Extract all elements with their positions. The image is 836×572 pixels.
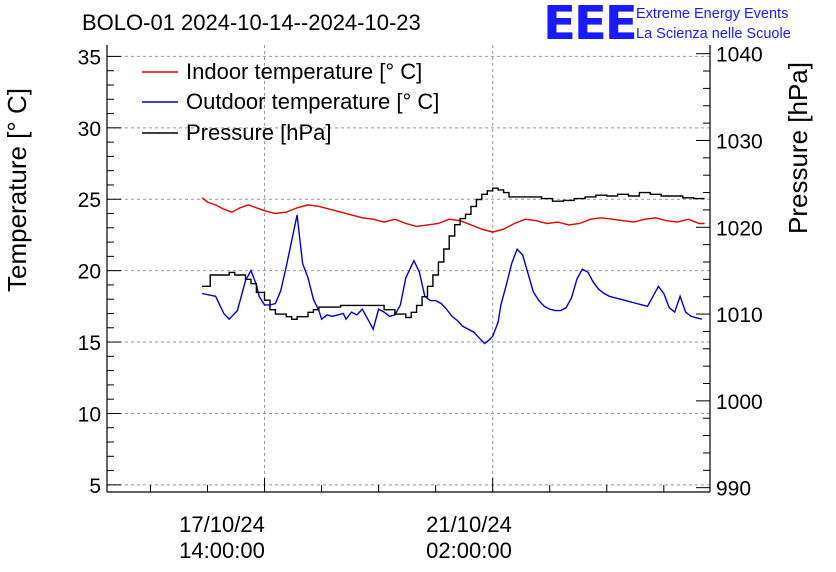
y-tick-label-left: 10 xyxy=(78,403,101,426)
x-tick-label-1-date: 17/10/24 xyxy=(179,512,265,537)
y-tick-label-right: 1040 xyxy=(716,44,763,67)
series-line-pressure xyxy=(202,187,705,320)
y-tick-label-right: 1010 xyxy=(716,304,763,327)
series-lines xyxy=(201,187,705,345)
y-tick-label-left: 30 xyxy=(78,118,101,141)
y-tick-label-left: 20 xyxy=(78,261,101,284)
tick-marks xyxy=(107,53,710,492)
y-tick-label-right: 1020 xyxy=(716,217,763,240)
eee-logo: EEE xyxy=(543,0,638,50)
series-line-outdoor xyxy=(201,214,703,345)
logo-line-extreme-energy-events: Extreme Energy Events xyxy=(636,6,789,22)
legend-swatches xyxy=(142,71,178,134)
y-axis-label-left: Temperature [° C] xyxy=(2,87,32,292)
legend-label-pressure: Pressure [hPa] xyxy=(186,120,332,145)
y-tick-label-right: 1000 xyxy=(716,391,763,414)
x-tick-label-2-time: 02:00:00 xyxy=(426,538,512,563)
series-line-indoor xyxy=(201,197,705,233)
y-tick-label-left: 35 xyxy=(78,46,101,69)
y-tick-label-right: 990 xyxy=(716,478,751,501)
x-tick-label-1: 17/10/24 14:00:00 xyxy=(162,512,282,564)
y-tick-label-left: 5 xyxy=(89,475,101,498)
tick-labels: 5 10 15 20 25 30 35 990 1000 1010 1020 1030 1040 xyxy=(78,44,763,501)
y-axis-label-right: Pressure [hPa] xyxy=(783,62,813,234)
x-tick-label-2: 21/10/24 02:00:00 xyxy=(409,512,529,564)
logo-line-la-scienza: La Scienza nelle Scuole xyxy=(636,26,791,42)
y-tick-label-right: 1030 xyxy=(716,130,763,153)
legend-label-indoor: Indoor temperature [° C] xyxy=(186,59,423,84)
y-tick-label-left: 15 xyxy=(78,332,101,355)
x-tick-label-1-time: 14:00:00 xyxy=(179,538,265,563)
legend-label-outdoor: Outdoor temperature [° C] xyxy=(186,89,440,114)
y-tick-label-left: 25 xyxy=(78,189,101,212)
chart-title: BOLO-01 2024-10-14--2024-10-23 xyxy=(82,10,421,35)
x-tick-label-2-date: 21/10/24 xyxy=(426,512,512,537)
